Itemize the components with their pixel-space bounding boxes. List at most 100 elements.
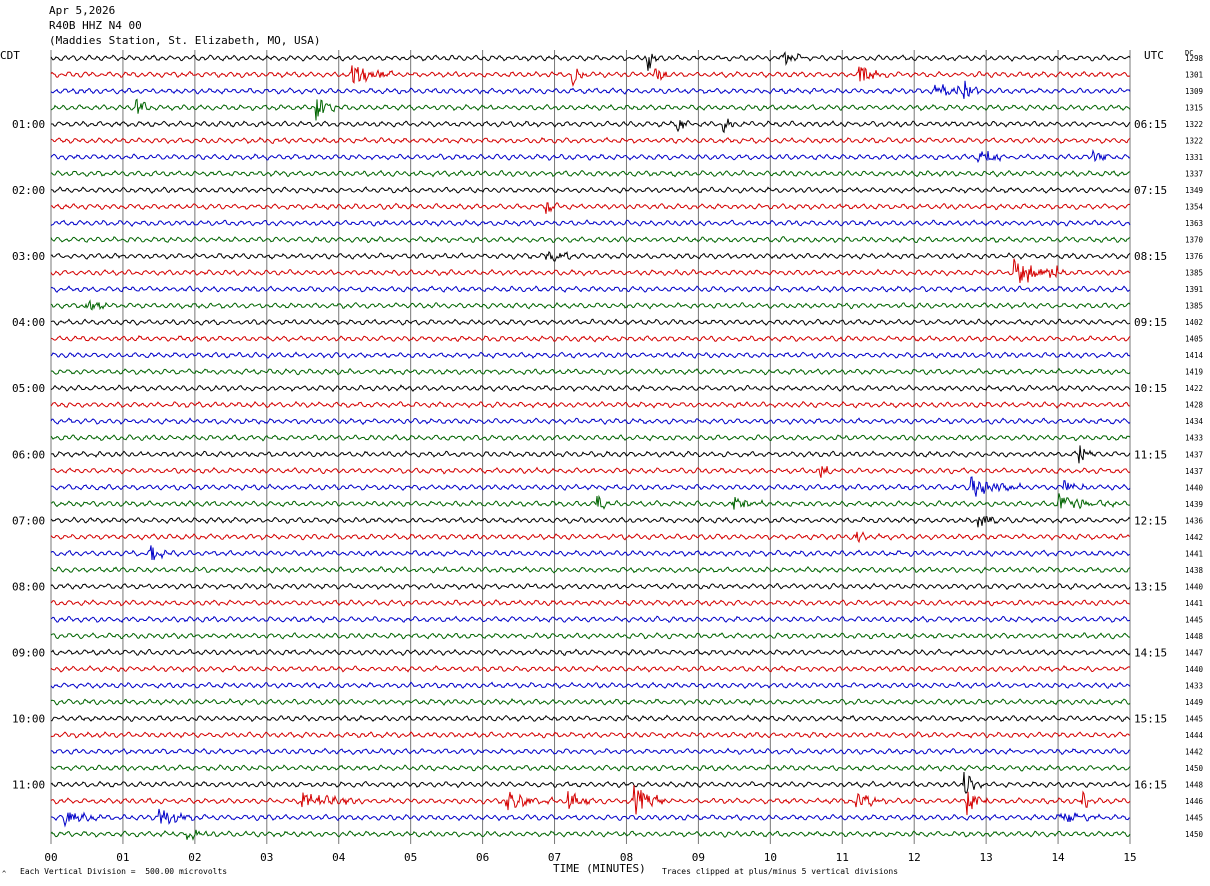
utc-zone-label: UTC [1144, 49, 1164, 62]
dc-offset-label: 1436 [1185, 516, 1204, 525]
x-tick-label: 10 [764, 851, 777, 864]
trace-row [50, 285, 1131, 293]
utc-hour-label: 12:15 [1134, 514, 1167, 527]
trace-row [50, 250, 1131, 262]
trace-row [50, 731, 1131, 739]
trace-row [50, 136, 1131, 145]
trace-row [50, 169, 1131, 178]
dc-offset-label: 1385 [1185, 269, 1203, 278]
trace-row [50, 258, 1131, 283]
trace-row [50, 400, 1131, 409]
dc-offset-label: 1440 [1185, 665, 1204, 674]
utc-hour-label: 15:15 [1134, 712, 1167, 725]
x-tick-label: 00 [44, 851, 57, 864]
trace-row [50, 582, 1131, 591]
trace-row [50, 785, 1131, 816]
trace-row [50, 384, 1131, 393]
cdt-hour-label: 08:00 [12, 580, 45, 593]
date-label: Apr 5,2026 [49, 4, 116, 17]
trace-row [50, 299, 1131, 311]
trace-row [50, 351, 1131, 360]
dc-offset-label: 1448 [1185, 632, 1204, 641]
dc-offset-label: 1442 [1185, 747, 1203, 756]
dc-offset-label: 1349 [1185, 186, 1203, 195]
dc-offset-label: 1337 [1185, 170, 1203, 179]
station-label: R40B HHZ N4 00 [49, 19, 142, 32]
dc-offset-label: 1402 [1185, 318, 1203, 327]
x-tick-label: 05 [404, 851, 417, 864]
x-tick-label: 13 [980, 851, 993, 864]
dc-offset-label: 1370 [1185, 236, 1204, 245]
dc-offset-label: 1441 [1185, 599, 1203, 608]
scale-note: Each Vertical Division = 500.00 microvol… [20, 867, 228, 876]
x-tick-label: 15 [1123, 851, 1136, 864]
dc-offset-label: 1439 [1185, 500, 1203, 509]
trace-row [50, 476, 1131, 497]
x-tick-label: 07 [548, 851, 561, 864]
x-tick-label: 11 [836, 851, 849, 864]
dc-offset-label: 1376 [1185, 252, 1204, 261]
cdt-hour-label: 06:00 [12, 448, 45, 461]
x-tick-label: 06 [476, 851, 489, 864]
trace-row [50, 515, 1131, 528]
utc-hour-label: 11:15 [1134, 448, 1167, 461]
dc-offset-label: 1440 [1185, 582, 1204, 591]
trace-row [50, 632, 1130, 640]
dc-offset-label: 1442 [1185, 533, 1203, 542]
trace-row [50, 808, 1131, 828]
utc-hour-label: 14:15 [1134, 646, 1167, 659]
utc-hour-label: 06:15 [1134, 118, 1167, 131]
dc-offset-label: 1438 [1185, 566, 1204, 575]
x-tick-label: 14 [1051, 851, 1065, 864]
trace-row [50, 202, 1131, 214]
trace-row [50, 664, 1131, 673]
cdt-zone-label: CDT [0, 49, 20, 62]
trace-row [50, 698, 1131, 706]
dc-offset-label: 1444 [1185, 731, 1204, 740]
dc-offset-label: 1363 [1185, 219, 1203, 228]
trace-row [50, 599, 1130, 607]
corner-mark: ^ [2, 870, 7, 878]
dc-offset-label: 1450 [1185, 830, 1204, 839]
trace-row [50, 445, 1131, 464]
dc-offset-label: 1309 [1185, 87, 1203, 96]
dc-offset-label: 1315 [1185, 104, 1203, 113]
utc-hour-label: 13:15 [1134, 580, 1167, 593]
cdt-hour-label: 02:00 [12, 184, 45, 197]
trace-row [50, 98, 1131, 121]
dc-offset-label: 1419 [1185, 368, 1203, 377]
cdt-hour-label: 04:00 [12, 316, 45, 329]
dc-offset-label: 1437 [1185, 450, 1203, 459]
trace-row [50, 493, 1131, 510]
x-tick-label: 02 [188, 851, 201, 864]
utc-hour-label: 09:15 [1134, 316, 1167, 329]
trace-row [50, 466, 1131, 478]
dc-offset-label: 1405 [1185, 335, 1203, 344]
trace-row [50, 149, 1131, 164]
dc-offset-label: 1441 [1185, 549, 1203, 558]
location-label: (Maddies Station, St. Elizabeth, MO, USA… [49, 34, 321, 47]
trace-row [50, 335, 1131, 343]
dc-offset-label: 1450 [1185, 764, 1204, 773]
trace-row [50, 318, 1131, 326]
trace-row [50, 531, 1131, 544]
dc-offset-label: 1428 [1185, 401, 1204, 410]
x-tick-label: 09 [692, 851, 705, 864]
trace-row [50, 615, 1131, 624]
trace-row [50, 829, 1131, 841]
trace-row [50, 367, 1131, 376]
utc-hour-label: 16:15 [1134, 778, 1167, 791]
cdt-hour-label: 03:00 [12, 250, 45, 263]
trace-row [50, 80, 1131, 99]
dc-label: DC [1185, 49, 1194, 57]
cdt-hour-label: 10:00 [12, 712, 45, 725]
dc-offset-label: 1322 [1185, 137, 1203, 146]
utc-hour-label: 08:15 [1134, 250, 1167, 263]
dc-offset-label: 1422 [1185, 384, 1203, 393]
trace-row [50, 771, 1131, 794]
utc-hour-label: 07:15 [1134, 184, 1167, 197]
x-tick-label: 12 [908, 851, 921, 864]
trace-row [50, 545, 1130, 561]
clip-note: Traces clipped at plus/minus 5 vertical … [662, 867, 899, 876]
